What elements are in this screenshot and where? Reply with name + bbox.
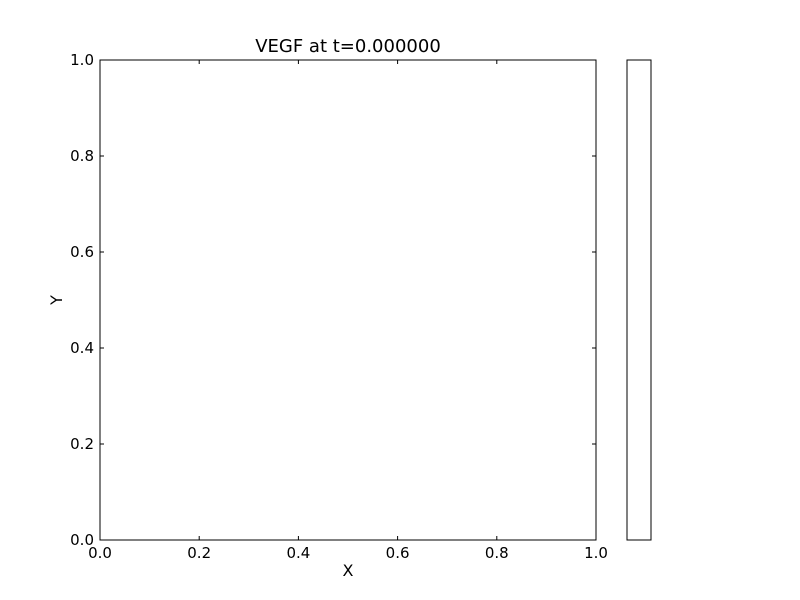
y-tick-label: 0.6 (70, 243, 94, 261)
x-tick-label: 1.0 (584, 544, 608, 562)
y-axis-ticks: 0.0 0.2 0.4 0.6 0.8 1.0 (70, 51, 596, 549)
y-axis-label: Y (47, 295, 66, 306)
plot-area (99, 59, 597, 541)
y-tick-label: 0.4 (70, 339, 94, 357)
x-tick-label: 0.0 (88, 544, 112, 562)
colorbar (626, 59, 652, 541)
y-tick-label: 0.0 (70, 531, 94, 549)
y-tick-label: 0.8 (70, 147, 94, 165)
x-tick-label: 0.2 (187, 544, 211, 562)
x-tick-label: 0.6 (386, 544, 410, 562)
x-tick-label: 0.4 (286, 544, 310, 562)
chart-title: VEGF at t=0.000000 (255, 36, 441, 57)
x-axis-label: X (343, 561, 354, 580)
x-axis-ticks: 0.0 0.2 0.4 0.6 0.8 1.0 (88, 60, 608, 562)
y-tick-label: 0.2 (70, 435, 94, 453)
x-tick-label: 0.8 (485, 544, 509, 562)
y-tick-label: 1.0 (70, 51, 94, 69)
